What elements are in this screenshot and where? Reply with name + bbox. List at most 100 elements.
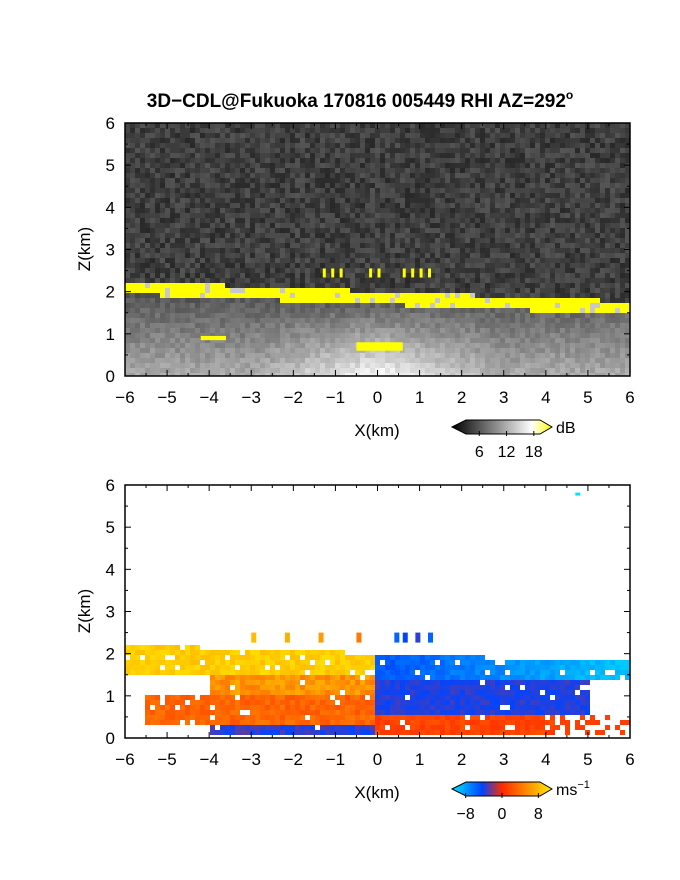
reflectivity-cell [150, 298, 155, 303]
reflectivity-cell [400, 288, 405, 293]
reflectivity-cell [505, 283, 510, 288]
reflectivity-cell [430, 303, 435, 308]
reflectivity-cell [360, 328, 365, 333]
reflectivity-cell [375, 318, 380, 323]
reflectivity-cell [510, 188, 515, 193]
reflectivity-cell [140, 338, 145, 343]
reflectivity-cell [460, 188, 465, 193]
reflectivity-cell [500, 278, 505, 283]
reflectivity-cell [450, 363, 455, 368]
reflectivity-cell [225, 328, 230, 333]
reflectivity-cell [595, 338, 600, 343]
reflectivity-cell [130, 123, 135, 128]
reflectivity-cell [265, 198, 270, 203]
reflectivity-cell [170, 238, 175, 243]
reflectivity-cell [340, 328, 345, 333]
reflectivity-cell [495, 183, 500, 188]
reflectivity-cell [400, 253, 405, 258]
reflectivity-cell [565, 213, 570, 218]
reflectivity-cell [425, 208, 430, 213]
reflectivity-cell [405, 143, 410, 148]
reflectivity-cell [540, 153, 545, 158]
reflectivity-cell [195, 133, 200, 138]
reflectivity-cell [375, 183, 380, 188]
reflectivity-cell [500, 148, 505, 153]
reflectivity-cell [365, 123, 370, 128]
reflectivity-cell [585, 248, 590, 253]
reflectivity-cell [470, 353, 475, 358]
reflectivity-cell [580, 258, 585, 263]
reflectivity-cell [375, 243, 380, 248]
reflectivity-cell [370, 248, 375, 253]
reflectivity-cell [260, 328, 265, 333]
reflectivity-cell [575, 253, 580, 258]
reflectivity-cell [160, 348, 165, 353]
reflectivity-cell [210, 363, 215, 368]
reflectivity-cell [400, 248, 405, 253]
reflectivity-cell [495, 273, 500, 278]
reflectivity-cell [425, 338, 430, 343]
reflectivity-cell [580, 198, 585, 203]
reflectivity-cell [365, 203, 370, 208]
reflectivity-cell [520, 313, 525, 318]
reflectivity-cell [490, 148, 495, 153]
reflectivity-cell [515, 233, 520, 238]
reflectivity-cell [295, 358, 300, 363]
reflectivity-cell [480, 138, 485, 143]
reflectivity-cell [220, 223, 225, 228]
reflectivity-cell [600, 248, 605, 253]
reflectivity-cell [190, 188, 195, 193]
reflectivity-cell [175, 333, 180, 338]
reflectivity-cell [555, 263, 560, 268]
reflectivity-cell [370, 133, 375, 138]
reflectivity-cell [300, 183, 305, 188]
reflectivity-cell [220, 183, 225, 188]
reflectivity-cell [530, 318, 535, 323]
reflectivity-cell [130, 293, 135, 298]
reflectivity-cell [195, 363, 200, 368]
reflectivity-cell [150, 258, 155, 263]
reflectivity-cell [445, 143, 450, 148]
reflectivity-cell [305, 248, 310, 253]
reflectivity-cell [580, 178, 585, 183]
reflectivity-cell [330, 158, 335, 163]
reflectivity-cell [515, 173, 520, 178]
reflectivity-cell [220, 203, 225, 208]
reflectivity-cell [300, 253, 305, 258]
reflectivity-cell [455, 333, 460, 338]
reflectivity-cell [275, 183, 280, 188]
reflectivity-cell [565, 198, 570, 203]
reflectivity-cell [175, 158, 180, 163]
reflectivity-cell [210, 353, 215, 358]
reflectivity-cell [455, 253, 460, 258]
reflectivity-cell [390, 273, 395, 278]
reflectivity-cell [340, 128, 345, 133]
reflectivity-cell [275, 263, 280, 268]
reflectivity-cell [325, 243, 330, 248]
reflectivity-cell [295, 153, 300, 158]
reflectivity-cell [430, 158, 435, 163]
reflectivity-cell [450, 128, 455, 133]
reflectivity-cell [425, 288, 430, 293]
reflectivity-cell [190, 328, 195, 333]
reflectivity-cell [480, 218, 485, 223]
reflectivity-cell [200, 363, 205, 368]
reflectivity-cell [255, 368, 260, 373]
reflectivity-cell [595, 258, 600, 263]
reflectivity-cell [595, 198, 600, 203]
reflectivity-cell [600, 363, 605, 368]
reflectivity-cell [535, 193, 540, 198]
reflectivity-cell [420, 133, 425, 138]
reflectivity-cell [290, 308, 295, 313]
reflectivity-cell [255, 158, 260, 163]
reflectivity-cell [360, 263, 365, 268]
reflectivity-cell [555, 163, 560, 168]
reflectivity-cell [395, 233, 400, 238]
reflectivity-cell [345, 133, 350, 138]
reflectivity-cell [495, 213, 500, 218]
reflectivity-cell [175, 123, 180, 128]
reflectivity-cell [185, 358, 190, 363]
reflectivity-cell [185, 278, 190, 283]
reflectivity-cell [225, 318, 230, 323]
reflectivity-cell [365, 143, 370, 148]
